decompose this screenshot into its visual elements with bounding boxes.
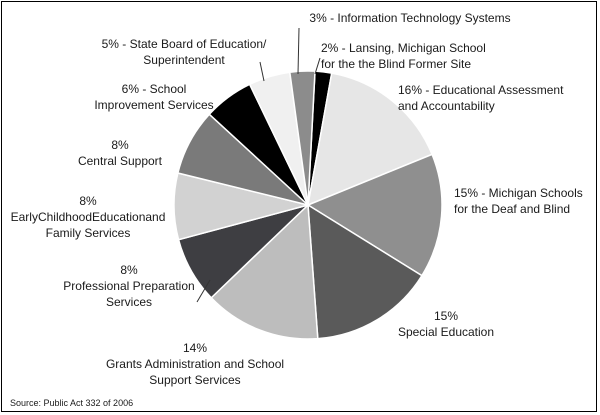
slice-label-line: Family Services xyxy=(46,226,131,240)
slice-label: 6% - School Improvement Services xyxy=(94,82,213,112)
slice-label-line: Central Support xyxy=(78,154,163,168)
slice-label-line: for the Deaf and Blind xyxy=(454,202,570,216)
slice-label-line: 6% - School xyxy=(122,82,187,96)
pie-slices xyxy=(173,70,443,340)
slice-labels: 2% - Lansing, Michigan School for the the… xyxy=(11,11,583,387)
slice-label: 3% - Information Technology Systems xyxy=(309,11,510,25)
slice-label-line: 15% xyxy=(434,309,458,323)
leader-line xyxy=(196,279,211,303)
slice-label: 2% - Lansing, Michigan School for the the… xyxy=(321,41,486,71)
slice-label-line: 14% xyxy=(183,341,207,355)
slice-label-line: 3% - Information Technology Systems xyxy=(309,11,510,25)
slice-label-line: 8% xyxy=(111,138,129,152)
slice-label-line: 15% - Michigan Schools xyxy=(454,186,583,200)
leader-lines xyxy=(196,27,321,303)
slice-label: 8% Central Support xyxy=(78,138,163,168)
slice-label-line: Support Services xyxy=(149,373,240,387)
slice-label-line: Services xyxy=(106,295,152,309)
slice-label-line: EarlyChildhoodEducationand xyxy=(11,210,166,224)
pie-slice xyxy=(306,153,443,277)
slice-label-line: 16% - Educational Assessment xyxy=(398,83,564,97)
slice-label-line: Professional Preparation xyxy=(63,279,194,293)
slice-label: 8% EarlyChildhoodEducationand Family Servi… xyxy=(11,194,166,240)
pie-slice xyxy=(210,203,319,340)
pie-slice xyxy=(288,70,316,206)
slice-label-line: and Accountability xyxy=(398,99,495,113)
pie-slice xyxy=(307,203,423,340)
slice-label-line: Improvement Services xyxy=(94,98,213,112)
pie-slice xyxy=(307,72,434,207)
slice-label-line: 5% - State Board of Education/ xyxy=(102,37,267,51)
leader-line xyxy=(297,27,300,75)
slice-label: 14% Grants Administration and School Suppo… xyxy=(106,341,284,387)
slice-label: 15% Special Education xyxy=(398,309,494,339)
slice-label: 16% - Educational Assessment and Accounta… xyxy=(398,83,564,113)
leader-line xyxy=(259,61,265,82)
slice-label-line: Grants Administration and School xyxy=(106,357,284,371)
slice-label: 15% - Michigan Schools for the Deaf and B… xyxy=(454,186,583,216)
slice-label-line: 8% xyxy=(120,263,138,277)
slice-label-line: 8% xyxy=(79,194,97,208)
slice-label-line: Special Education xyxy=(398,325,494,339)
slice-label-line: 2% - Lansing, Michigan School xyxy=(321,41,486,55)
slice-label-line: Superintendent xyxy=(143,53,225,67)
pie-chart: 2% - Lansing, Michigan School for the the… xyxy=(10,11,583,408)
slice-label-line: for the the Blind Former Site xyxy=(321,57,471,71)
slice-label: 5% - State Board of Education/Superinten… xyxy=(102,37,267,67)
slice-label: 8% Professional Preparation Services xyxy=(63,263,194,309)
source-note: Source: Public Act 332 of 2006 xyxy=(10,398,133,408)
leader-line xyxy=(314,57,321,75)
